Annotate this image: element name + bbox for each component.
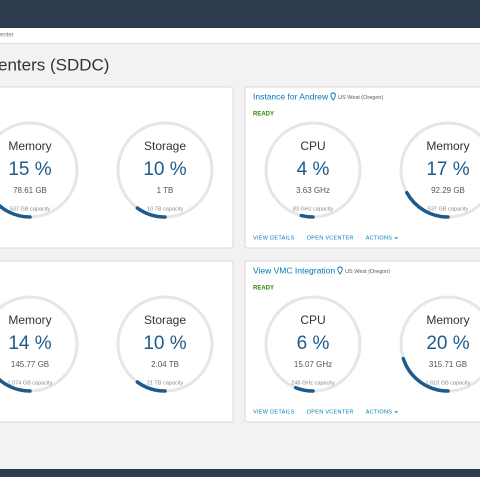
gauge-arc: [299, 213, 315, 219]
card-title[interactable]: View VMC Integration: [253, 265, 335, 275]
gauge-arc: [0, 377, 32, 393]
gauge-capacity: 83 GHz capacity: [293, 206, 334, 212]
region: US West (Oregon): [338, 95, 383, 101]
gauge-percent: 10 %: [143, 159, 186, 180]
gauge-percent: 14 %: [8, 333, 51, 354]
gauge-label: CPU: [300, 139, 325, 153]
gauge-used: 2.04 TB: [151, 360, 179, 369]
breadcrumb[interactable]: enter: [0, 33, 14, 39]
gauge-arc: [135, 206, 167, 219]
chevron-icon: [394, 236, 399, 240]
gauge-arc: [135, 380, 167, 393]
gauge-capacity: 10 TB capacity: [147, 206, 184, 212]
status: READY: [253, 112, 274, 118]
gauge-used: 15.07 GHz: [294, 360, 332, 369]
gauge-used: 78.61 GB: [13, 186, 47, 195]
card-title[interactable]: Instance for Andrew: [253, 91, 329, 101]
pin-icon: [337, 266, 343, 275]
action-link[interactable]: VIEW DETAILS: [253, 409, 295, 415]
gauge-percent: 10 %: [143, 333, 186, 354]
gauge-capacity: 537 GB capacity: [428, 206, 469, 212]
page-title: enters (SDDC): [0, 55, 109, 74]
gauge-label: Storage: [144, 313, 186, 327]
bottom-bar: [0, 469, 480, 477]
action-link[interactable]: OPEN VCENTER: [307, 235, 354, 241]
chevron-icon: [394, 410, 399, 414]
gauge-label: Memory: [426, 139, 469, 153]
gauge-used: 92.29 GB: [431, 186, 465, 195]
gauge-label: Memory: [8, 313, 51, 327]
pin-icon: [330, 92, 336, 101]
action-link[interactable]: OPEN VCENTER: [307, 409, 354, 415]
gauge-used: 3.63 GHz: [296, 186, 330, 195]
gauge-capacity: 1,074 GB capacity: [8, 380, 53, 386]
action-link[interactable]: ACTIONS: [366, 409, 393, 415]
gauge-arc: [293, 385, 315, 393]
gauge-label: Memory: [426, 313, 469, 327]
action-link[interactable]: ACTIONS: [366, 235, 393, 241]
gauge-percent: 15 %: [8, 159, 51, 180]
gauge-label: Storage: [144, 139, 186, 153]
gauge-arc: [405, 190, 450, 219]
gauge-arc: [0, 203, 32, 219]
gauge-capacity: 248 GHz capacity: [291, 380, 335, 386]
gauge-label: Memory: [8, 139, 51, 153]
gauge-arc: [401, 356, 450, 393]
gauge-used: 315.71 GB: [429, 360, 467, 369]
top-bar: [0, 0, 480, 28]
gauge-percent: 20 %: [426, 333, 469, 354]
gauge-percent: 6 %: [297, 333, 330, 354]
gauge-percent: 17 %: [426, 159, 469, 180]
breadcrumb-bar: [0, 28, 480, 43]
gauge-label: CPU: [300, 313, 325, 327]
gauge-capacity: 1,610 GB capacity: [426, 380, 471, 386]
cards: Memory 15 % 78.61 GB 537 GB capacity Storage…: [0, 86, 480, 423]
region: US West (Oregon): [345, 269, 390, 275]
gauge-percent: 4 %: [297, 159, 330, 180]
action-link[interactable]: VIEW DETAILS: [253, 235, 295, 241]
status: READY: [253, 286, 274, 292]
gauge-used: 1 TB: [157, 186, 174, 195]
gauge-capacity: 21 TB capacity: [147, 380, 184, 386]
gauge-capacity: 537 GB capacity: [10, 206, 51, 212]
gauge-used: 145.77 GB: [11, 360, 49, 369]
